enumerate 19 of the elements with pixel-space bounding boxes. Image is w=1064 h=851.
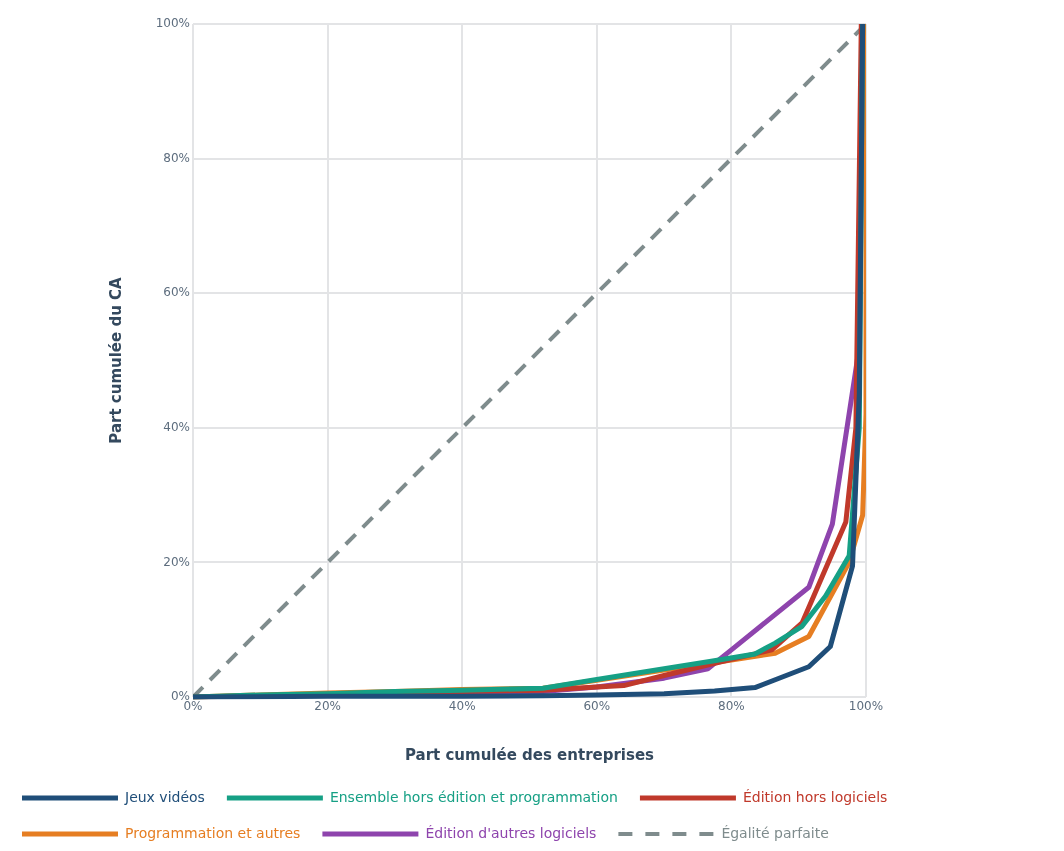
y-tick-label: 80% bbox=[163, 150, 190, 165]
y-tick-label: 40% bbox=[163, 419, 190, 434]
text: Ensemble hors édition et programmation bbox=[329, 788, 618, 805]
x-tick-label: 20% bbox=[314, 699, 341, 714]
text: Édition d'autres logiciels bbox=[425, 824, 597, 841]
y-tick-label: 100% bbox=[155, 16, 190, 31]
y-tick-label: 20% bbox=[163, 554, 190, 569]
y-tick-label: 60% bbox=[163, 285, 190, 300]
x-tick-label: 60% bbox=[583, 699, 611, 714]
x-tick-label: 0% bbox=[183, 699, 203, 714]
text: Égalité parfaite bbox=[721, 824, 829, 841]
x-axis-title: Part cumulée des entreprises bbox=[404, 745, 655, 764]
y-axis-title: Part cumulée du CA bbox=[106, 276, 125, 444]
text: Programmation et autres bbox=[125, 824, 301, 841]
x-tick-label: 40% bbox=[448, 699, 476, 714]
text: Jeux vidéos bbox=[124, 788, 205, 805]
x-tick-label: 100% bbox=[848, 699, 884, 714]
text: Édition hors logiciels bbox=[742, 788, 888, 805]
x-tick-label: 80% bbox=[718, 699, 745, 714]
